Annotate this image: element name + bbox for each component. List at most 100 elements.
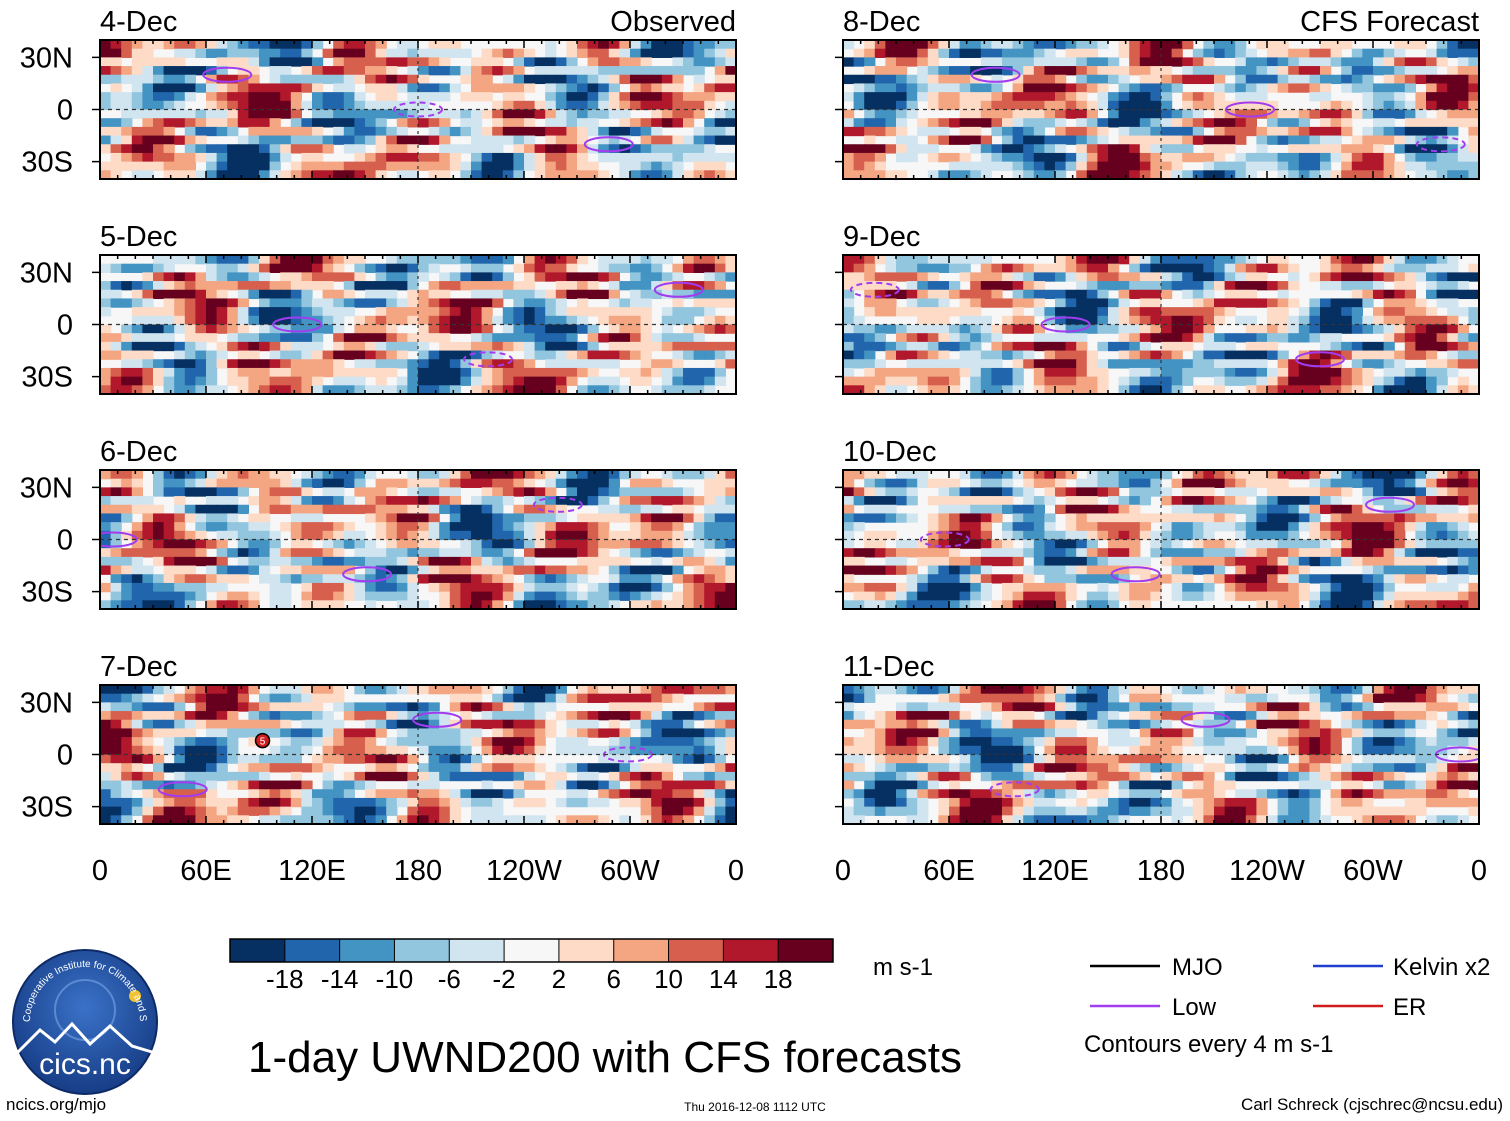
field-cell [354, 478, 366, 488]
field-cell [248, 109, 260, 119]
field-cell [163, 806, 175, 816]
field-cell [248, 376, 260, 386]
field-cell [1044, 57, 1056, 67]
field-cell [1118, 272, 1130, 282]
field-cell [714, 83, 726, 93]
field-cell [100, 565, 112, 575]
field-cell [153, 685, 165, 695]
field-cell [672, 333, 684, 343]
field-cell [227, 100, 239, 111]
field-cell [843, 161, 855, 171]
field-cell [375, 298, 387, 308]
field-cell [131, 341, 143, 352]
field-cell [598, 522, 610, 532]
field-cell [163, 289, 175, 300]
field-cell [354, 161, 366, 171]
field-cell [1150, 281, 1162, 291]
field-cell [1224, 144, 1236, 154]
field-cell [524, 152, 536, 163]
field-cell [524, 144, 536, 154]
field-cell [502, 737, 514, 747]
field-cell [396, 272, 408, 282]
field-cell [1320, 263, 1332, 273]
field-cell [174, 513, 186, 523]
field-cell [354, 815, 366, 824]
field-cell [1468, 92, 1479, 102]
field-cell [1426, 170, 1438, 179]
field-cell [608, 504, 620, 515]
field-cell [672, 144, 684, 154]
field-cell [661, 565, 673, 575]
field-cell [545, 728, 557, 738]
field-cell [1161, 152, 1173, 163]
field-cell [1076, 57, 1088, 67]
field-cell [704, 161, 716, 171]
field-cell [449, 161, 461, 171]
field-cell [110, 40, 122, 50]
field-cell [354, 341, 366, 352]
field-cell [153, 74, 165, 85]
field-cell [365, 170, 377, 179]
anomaly-field [100, 40, 736, 179]
field-cell [481, 745, 493, 756]
column-header: CFS Forecast [1300, 6, 1479, 38]
field-cell [1023, 170, 1035, 179]
field-cell [630, 281, 642, 291]
field-cell [195, 367, 207, 378]
field-cell [290, 385, 302, 394]
field-cell [396, 565, 408, 575]
field-cell [206, 539, 218, 549]
field-cell [1129, 57, 1141, 67]
field-cell [524, 74, 536, 85]
field-cell [619, 161, 631, 171]
field-cell [449, 702, 461, 712]
field-cell [110, 263, 122, 273]
field-cell [651, 281, 663, 291]
field-cell [375, 341, 387, 352]
field-cell [1214, 307, 1226, 317]
field-cell [343, 367, 355, 378]
field-cell [439, 109, 451, 119]
field-cell [704, 100, 716, 111]
field-cell [301, 376, 313, 386]
field-cell [439, 582, 451, 593]
field-cell [1235, 272, 1247, 282]
field-cell [280, 376, 292, 386]
field-cell [608, 74, 620, 85]
field-cell [630, 591, 642, 601]
field-cell [333, 376, 345, 386]
field-cell [640, 118, 652, 128]
field-cell [1139, 289, 1151, 300]
field-cell [1267, 66, 1279, 76]
field-cell [704, 745, 716, 756]
field-cell [290, 359, 302, 369]
field-cell [142, 74, 154, 85]
field-cell [885, 263, 897, 273]
field-cell [1245, 272, 1257, 282]
field-cell [333, 548, 345, 558]
field-cell [683, 685, 695, 695]
field-cell [153, 548, 165, 558]
field-cell [312, 711, 324, 721]
field-cell [439, 806, 451, 816]
field-cell [1436, 289, 1448, 300]
field-cell [545, 152, 557, 163]
field-cell [619, 152, 631, 163]
field-cell [269, 341, 281, 352]
field-cell [1447, 118, 1459, 128]
field-cell [1341, 161, 1353, 171]
field-cell [651, 170, 663, 179]
field-cell [460, 126, 472, 137]
field-cell [1108, 100, 1120, 111]
field-cell [524, 539, 536, 549]
field-cell [195, 281, 207, 291]
field-cell [237, 263, 249, 273]
field-cell [1457, 48, 1469, 58]
field-cell [280, 100, 292, 111]
field-cell [608, 272, 620, 282]
field-cell [672, 83, 684, 93]
field-cell [492, 702, 504, 712]
field-cell [492, 298, 504, 308]
field-cell [206, 161, 218, 171]
field-cell [142, 126, 154, 137]
